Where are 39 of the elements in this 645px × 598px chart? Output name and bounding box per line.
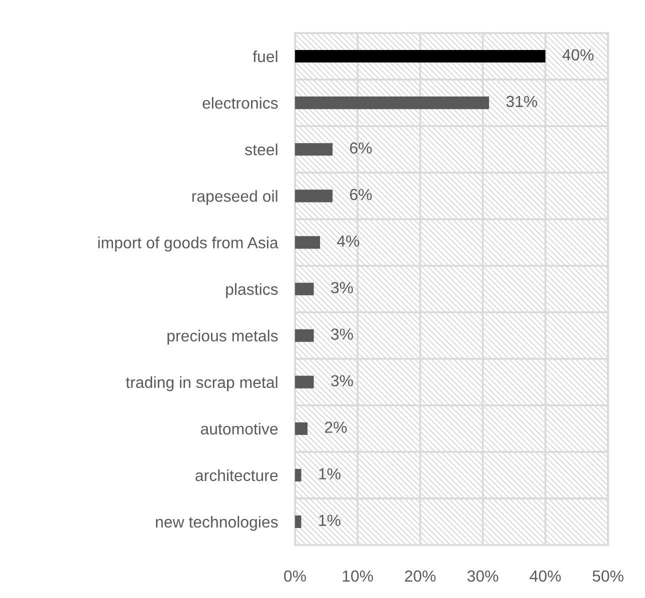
data-label: 3%	[331, 282, 353, 294]
y-tick-label: trading in scrap metal	[126, 376, 278, 392]
bar	[295, 282, 314, 296]
data-label: 31%	[506, 96, 538, 108]
bar	[295, 376, 314, 388]
y-tick-label: fuel	[252, 50, 278, 62]
data-label: 2%	[324, 422, 347, 433]
bar	[295, 236, 320, 249]
x-tick-label: 10%	[342, 570, 374, 582]
y-tick-label: steel	[245, 144, 278, 156]
bar	[295, 422, 308, 435]
bar	[295, 50, 546, 63]
bar	[295, 190, 333, 202]
y-tick-label: precious metals	[168, 330, 278, 345]
bar	[295, 96, 490, 110]
x-tick-label: 50%	[592, 570, 624, 582]
data-label: 1%	[319, 514, 340, 526]
bar	[295, 329, 314, 342]
bar	[295, 515, 302, 528]
y-tick-label: rapeseed oil	[192, 190, 278, 206]
data-label: 3%	[331, 328, 353, 340]
bar	[295, 143, 333, 156]
y-tick-label: automotive	[200, 422, 278, 435]
data-label: 3%	[331, 375, 353, 386]
y-tick-label: new technologies	[156, 516, 278, 531]
y-tick-label: architecture	[196, 469, 278, 482]
x-tick-label: 0%	[284, 570, 306, 582]
y-tick-label: import of goods from Asia	[98, 236, 278, 252]
data-label: 4%	[337, 236, 360, 247]
x-tick-label: 40%	[530, 570, 561, 582]
data-label: 6%	[350, 142, 372, 154]
x-tick-label: 30%	[467, 570, 498, 582]
y-tick-label: plastics	[226, 283, 278, 298]
x-tick-label: 20%	[405, 570, 436, 582]
data-label: 6%	[350, 188, 372, 200]
bar	[295, 468, 302, 482]
data-label: 40%	[562, 49, 594, 61]
y-tick-label: electronics	[202, 97, 278, 109]
data-label: 1%	[319, 468, 340, 480]
